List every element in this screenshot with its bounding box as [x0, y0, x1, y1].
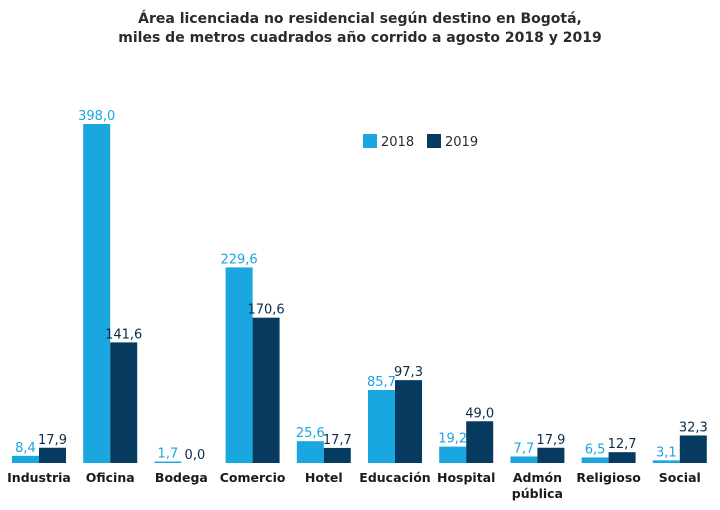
bar-2019-educaci-n [395, 380, 422, 463]
value-label: 32,3 [679, 420, 708, 435]
bar-2018-hotel [296, 441, 324, 463]
value-label: 17,9 [38, 433, 67, 448]
value-label: 8,4 [15, 441, 36, 456]
value-label: 97,3 [394, 365, 423, 380]
category-label: pública [512, 486, 563, 501]
bar-2019-comercio [252, 317, 280, 463]
bar-2018-educaci-n [368, 390, 395, 463]
legend-label-2018: 2018 [381, 135, 414, 150]
category-label: Educación [359, 470, 430, 485]
value-label: 229,6 [220, 252, 257, 267]
value-label: 398,0 [78, 109, 115, 124]
bar-2019-industria [39, 447, 66, 463]
bar-2019-religioso [608, 452, 636, 463]
chart-title-line-1: Área licenciada no residencial según des… [138, 11, 582, 27]
value-label: 49,0 [465, 406, 494, 421]
category-label: Industria [7, 470, 71, 485]
value-label: 25,6 [296, 426, 325, 441]
value-label: 170,6 [247, 303, 284, 318]
bar-2019-oficina [110, 342, 138, 463]
bar-2018-oficina [83, 124, 111, 463]
bar-2018-bodega [154, 461, 182, 463]
value-label: 6,5 [585, 442, 606, 457]
value-label: 12,7 [608, 437, 637, 452]
category-label: Bodega [155, 470, 208, 485]
category-label: Hotel [305, 470, 343, 485]
legend-swatch-2018 [363, 134, 377, 148]
value-label: 19,2 [438, 432, 467, 447]
bar-2019-hotel [323, 447, 351, 463]
value-label: 141,6 [105, 327, 142, 342]
bar-2018-social [652, 460, 680, 463]
category-label: Oficina [86, 470, 135, 485]
bar-2018-industria [12, 455, 39, 463]
category-label: Admón [513, 470, 562, 485]
category-label: Hospital [437, 470, 495, 485]
legend-swatch-2019 [427, 134, 441, 148]
bar-2018-hospital [439, 446, 467, 463]
legend-label-2019: 2019 [445, 135, 478, 150]
legend: 2018 2019 [363, 134, 478, 150]
category-labels-layer: Industria Oficina Bodega Comercio Hotel Educa… [7, 470, 701, 501]
value-label: 85,7 [367, 375, 396, 390]
value-label: 17,9 [536, 433, 565, 448]
chart-title: Área licenciada no residencial según des… [0, 10, 720, 48]
value-label: 1,7 [158, 447, 179, 462]
chart-title-line-2: miles de metros cuadrados año corrido a … [118, 30, 602, 46]
bar-2018-religioso [581, 457, 609, 463]
bars-layer [12, 124, 707, 463]
bar-2018-comercio [225, 267, 253, 463]
bar-2019-social [679, 435, 707, 463]
value-label: 17,7 [323, 433, 352, 448]
bar-2019-hospital [466, 421, 494, 463]
value-label: 3,1 [656, 445, 677, 460]
value-label: 0,0 [185, 448, 206, 463]
category-label: Religioso [576, 470, 641, 485]
value-label: 7,7 [514, 441, 535, 456]
bar-2018-adm-n-p-blica [510, 456, 538, 463]
category-label: Comercio [220, 470, 286, 485]
bar-2019-adm-n-p-blica [537, 447, 565, 463]
category-label: Social [659, 470, 701, 485]
